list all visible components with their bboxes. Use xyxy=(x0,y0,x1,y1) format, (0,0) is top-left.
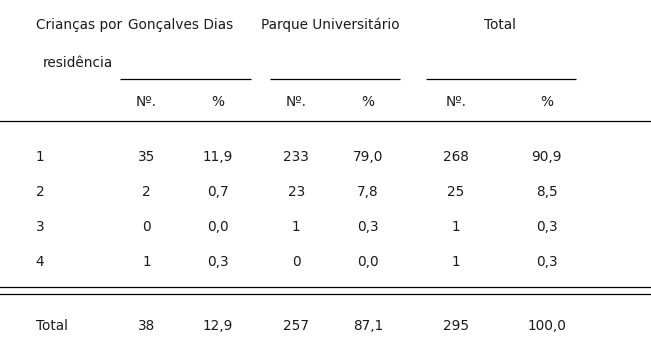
Text: 1: 1 xyxy=(142,255,151,269)
Text: 2: 2 xyxy=(36,185,44,199)
Text: Nº.: Nº. xyxy=(136,95,157,109)
Text: Total: Total xyxy=(36,319,68,333)
Text: 0,0: 0,0 xyxy=(207,220,229,234)
Text: Total: Total xyxy=(484,18,516,32)
Text: 0,3: 0,3 xyxy=(536,255,558,269)
Text: 90,9: 90,9 xyxy=(532,150,562,164)
Text: %: % xyxy=(361,95,374,109)
Text: Nº.: Nº. xyxy=(445,95,466,109)
Text: Nº.: Nº. xyxy=(286,95,307,109)
Text: 1: 1 xyxy=(36,150,44,164)
Text: 7,8: 7,8 xyxy=(357,185,379,199)
Text: 87,1: 87,1 xyxy=(353,319,383,333)
Text: 1: 1 xyxy=(451,255,460,269)
Text: 1: 1 xyxy=(451,220,460,234)
Text: 79,0: 79,0 xyxy=(353,150,383,164)
Text: 23: 23 xyxy=(288,185,305,199)
Text: Crianças por: Crianças por xyxy=(36,18,122,32)
Text: 0: 0 xyxy=(142,220,151,234)
Text: 4: 4 xyxy=(36,255,44,269)
Text: residência: residência xyxy=(42,56,113,70)
Text: 0,0: 0,0 xyxy=(357,255,379,269)
Text: 12,9: 12,9 xyxy=(203,319,233,333)
Text: %: % xyxy=(540,95,553,109)
Text: 0,3: 0,3 xyxy=(207,255,229,269)
Text: 257: 257 xyxy=(283,319,309,333)
Text: 0,3: 0,3 xyxy=(536,220,558,234)
Text: 3: 3 xyxy=(36,220,44,234)
Text: 0,3: 0,3 xyxy=(357,220,379,234)
Text: 0: 0 xyxy=(292,255,301,269)
Text: 25: 25 xyxy=(447,185,464,199)
Text: 0,7: 0,7 xyxy=(207,185,229,199)
Text: 295: 295 xyxy=(443,319,469,333)
Text: Parque Universitário: Parque Universitário xyxy=(262,17,400,32)
Text: 268: 268 xyxy=(443,150,469,164)
Text: %: % xyxy=(212,95,225,109)
Text: Gonçalves Dias: Gonçalves Dias xyxy=(128,18,234,32)
Text: 233: 233 xyxy=(283,150,309,164)
Text: 11,9: 11,9 xyxy=(203,150,233,164)
Text: 35: 35 xyxy=(138,150,155,164)
Text: 38: 38 xyxy=(138,319,155,333)
Text: 2: 2 xyxy=(142,185,151,199)
Text: 1: 1 xyxy=(292,220,301,234)
Text: 100,0: 100,0 xyxy=(527,319,566,333)
Text: 8,5: 8,5 xyxy=(536,185,558,199)
